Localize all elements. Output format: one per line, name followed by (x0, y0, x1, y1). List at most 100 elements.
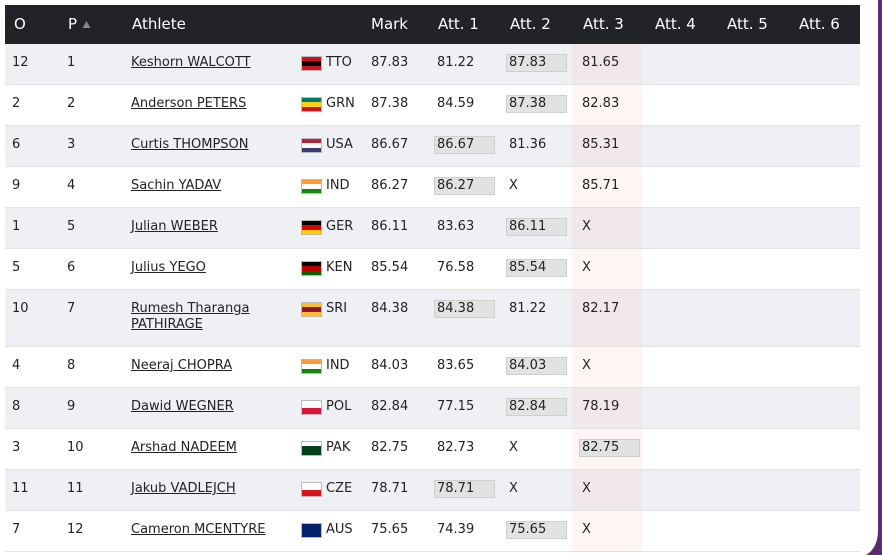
attempt-cell: 84.59 (437, 96, 475, 111)
flag-icon (301, 482, 322, 497)
table-row: 9 4 Sachin YADAV IND 86.27 86.27 X 85.71 (5, 166, 860, 208)
table-row: 2 2 Anderson PETERS GRN 87.38 84.59 87.38 82.83 (5, 84, 860, 126)
mark-cell: 78.71 (371, 481, 409, 496)
attempt-cell: 82.17 (582, 301, 620, 316)
mark-cell: 87.83 (371, 55, 409, 70)
flag-icon (301, 261, 322, 276)
header-cell[interactable]: P (68, 15, 78, 33)
order-cell: 10 (12, 301, 29, 316)
flag-icon (301, 56, 322, 71)
header-cell[interactable]: Att. 3 (583, 15, 624, 33)
highlight-column (572, 290, 642, 346)
attempt-cell: 78.19 (582, 399, 620, 414)
header-cell[interactable]: Att. 2 (510, 15, 551, 33)
attempt-cell: X (582, 219, 591, 234)
mark-cell: 82.75 (371, 440, 409, 455)
highlight-column (572, 126, 642, 166)
attempt-cell: 86.27 (434, 177, 496, 195)
table-row: 3 10 Arshad NADEEM PAK 82.75 82.73 X 82.75 (5, 428, 860, 470)
highlight-column (572, 208, 642, 248)
header-cell[interactable]: Att. 1 (438, 15, 479, 33)
place-cell: 12 (67, 522, 84, 537)
table-header: O P Athlete Mark Att. 1 Att. 2 Att. 3 At… (5, 5, 860, 44)
mark-cell: 85.54 (371, 260, 409, 275)
table-row: 8 9 Dawid WEGNER POL 82.84 77.15 82.84 78.19 (5, 388, 860, 428)
order-cell: 7 (12, 522, 21, 537)
country-cell: CZE (326, 481, 353, 496)
flag-stripe (302, 524, 321, 531)
highlight-column (572, 388, 642, 428)
order-cell: 6 (12, 137, 21, 152)
highlight-column (572, 85, 642, 125)
flag-stripe (302, 147, 321, 152)
country-cell: KEN (326, 260, 353, 275)
attempt-cell: 84.03 (506, 357, 568, 375)
header-cell[interactable]: Att. 5 (727, 15, 768, 33)
place-cell: 10 (67, 440, 84, 455)
mark-cell: 84.38 (371, 301, 409, 316)
header-cell[interactable]: Mark (371, 15, 408, 33)
mark-cell: 86.11 (371, 219, 409, 234)
attempt-cell: X (582, 260, 591, 275)
highlight-column (572, 347, 642, 387)
athlete-link[interactable]: Dawid WEGNER (131, 399, 234, 414)
attempt-cell: 82.73 (437, 440, 475, 455)
place-cell: 6 (67, 260, 76, 275)
flag-stripe (302, 262, 321, 267)
flag-icon (301, 302, 322, 317)
flag-stripe (302, 303, 321, 308)
athlete-link[interactable]: Julian WEBER (131, 219, 218, 234)
table-row: 4 8 Neeraj CHOPRA IND 84.03 83.65 84.03 X (5, 346, 860, 388)
highlight-column (572, 167, 642, 207)
athlete-link[interactable]: Anderson PETERS (131, 96, 247, 111)
order-cell: 11 (12, 481, 29, 496)
frame-edge (866, 0, 882, 555)
attempt-cell: 85.54 (506, 259, 568, 277)
athlete-link[interactable]: Neeraj CHOPRA (131, 358, 233, 373)
attempt-cell: 81.22 (437, 55, 475, 70)
country-cell: IND (326, 178, 350, 193)
athlete-link[interactable]: Keshorn WALCOTT (131, 55, 251, 70)
attempt-cell: X (582, 522, 591, 537)
athlete-link[interactable]: Arshad NADEEM (131, 440, 237, 455)
flag-stripe (302, 184, 321, 189)
attempt-cell: 82.83 (582, 96, 620, 111)
country-cell: TTO (326, 55, 352, 70)
country-cell: IND (326, 358, 350, 373)
mark-cell: 82.84 (371, 399, 409, 414)
table-row: 12 1 Keshorn WALCOTT TTO 87.83 81.22 87.83 81.6… (5, 44, 860, 84)
athlete-link[interactable]: Sachin YADAV (131, 178, 222, 193)
header-cell[interactable]: O (14, 15, 26, 33)
athlete-link[interactable]: Cameron MCENTYRE (131, 522, 266, 537)
header-cell[interactable]: Att. 6 (799, 15, 840, 33)
attempt-cell: 74.39 (437, 522, 475, 537)
header-cell[interactable]: Att. 4 (655, 15, 696, 33)
athlete-link[interactable]: Jakub VADLEJCH (131, 481, 236, 496)
athlete-link[interactable]: Julius YEGO (131, 260, 206, 275)
attempt-cell: 87.38 (506, 95, 568, 113)
table-row: 5 6 Julius YEGO KEN 85.54 76.58 85.54 X (5, 248, 860, 290)
flag-stripe (302, 225, 321, 230)
attempt-cell: X (509, 481, 518, 496)
header-cell[interactable]: Athlete (132, 15, 186, 33)
flag-icon (301, 441, 322, 456)
country-cell: PAK (326, 440, 351, 455)
flag-stripe (302, 530, 321, 537)
flag-stripe (302, 368, 321, 373)
mark-cell: 86.67 (371, 137, 409, 152)
flag-stripe (302, 143, 321, 148)
attempt-cell: 87.83 (506, 54, 568, 72)
flag-icon (301, 400, 322, 415)
athlete-link[interactable]: Rumesh Tharanga PATHIRAGE (131, 301, 250, 332)
highlight-column (572, 249, 642, 289)
order-cell: 4 (12, 358, 21, 373)
attempt-cell: X (509, 178, 518, 193)
flag-stripe (302, 489, 321, 496)
athlete-link[interactable]: Curtis THOMPSON (131, 137, 249, 152)
place-cell: 9 (67, 399, 76, 414)
highlight-column (572, 44, 642, 84)
table-row: 11 11 Jakub VADLEJCH CZE 78.71 78.71 X X (5, 470, 860, 510)
flag-stripe (302, 401, 321, 408)
flag-stripe (302, 229, 321, 234)
country-cell: SRI (326, 301, 348, 316)
